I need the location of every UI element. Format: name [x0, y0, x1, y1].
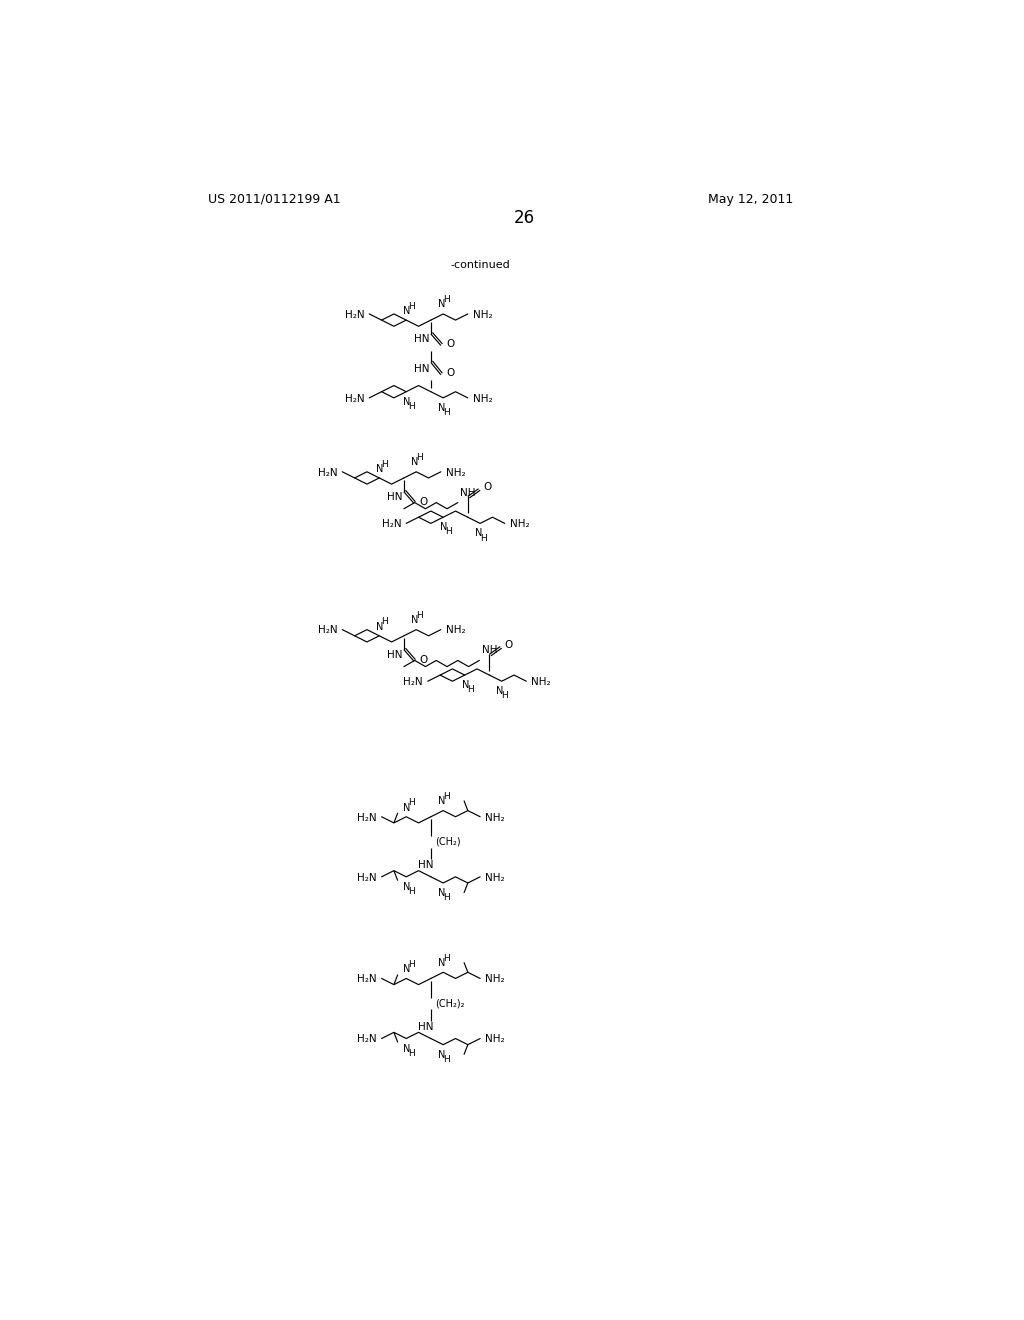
Text: H₂N: H₂N — [403, 677, 423, 686]
Text: H: H — [409, 799, 415, 808]
Text: O: O — [419, 496, 428, 507]
Text: H₂N: H₂N — [357, 873, 377, 883]
Text: N: N — [438, 796, 445, 807]
Text: (CH₂): (CH₂) — [435, 837, 461, 846]
Text: 26: 26 — [514, 210, 536, 227]
Text: N: N — [411, 457, 419, 467]
Text: HN: HN — [387, 492, 402, 502]
Text: HN: HN — [418, 1022, 433, 1032]
Text: H: H — [443, 954, 450, 962]
Text: NH₂: NH₂ — [485, 974, 505, 985]
Text: N: N — [462, 680, 469, 690]
Text: NH₂: NH₂ — [485, 1035, 505, 1044]
Text: May 12, 2011: May 12, 2011 — [708, 193, 794, 206]
Text: HN: HN — [418, 861, 433, 870]
Text: N: N — [497, 686, 504, 696]
Text: HN: HN — [414, 334, 429, 345]
Text: N: N — [438, 298, 445, 309]
Text: N: N — [377, 463, 384, 474]
Text: H: H — [502, 692, 508, 701]
Text: NH₂: NH₂ — [445, 626, 465, 635]
Text: -continued: -continued — [451, 260, 510, 269]
Text: O: O — [446, 339, 455, 348]
Text: N: N — [403, 1044, 411, 1053]
Text: H₂N: H₂N — [382, 519, 401, 529]
Text: N: N — [403, 803, 411, 813]
Text: H: H — [443, 792, 450, 801]
Text: NH₂: NH₂ — [485, 813, 505, 822]
Text: N: N — [403, 882, 411, 892]
Text: H: H — [443, 408, 450, 417]
Text: O: O — [446, 368, 455, 379]
Text: H: H — [409, 1048, 415, 1057]
Text: NH₂: NH₂ — [485, 873, 505, 883]
Text: N: N — [403, 306, 411, 315]
Text: N: N — [475, 528, 482, 539]
Text: N: N — [438, 403, 445, 413]
Text: H: H — [445, 528, 452, 536]
Text: HN: HN — [414, 363, 429, 374]
Text: H: H — [409, 401, 415, 411]
Text: H₂N: H₂N — [317, 467, 338, 478]
Text: N: N — [403, 397, 411, 407]
Text: H: H — [416, 611, 423, 619]
Text: H₂N: H₂N — [357, 974, 377, 985]
Text: O: O — [419, 655, 428, 665]
Text: N: N — [403, 964, 411, 974]
Text: H₂N: H₂N — [357, 813, 377, 822]
Text: H: H — [443, 894, 450, 902]
Text: H₂N: H₂N — [345, 310, 365, 319]
Text: H: H — [443, 1055, 450, 1064]
Text: H: H — [409, 887, 415, 896]
Text: H: H — [381, 618, 388, 627]
Text: N: N — [411, 615, 419, 624]
Text: H: H — [409, 302, 415, 310]
Text: H: H — [480, 533, 486, 543]
Text: NH₂: NH₂ — [445, 467, 465, 478]
Text: O: O — [483, 482, 492, 492]
Text: NH₂: NH₂ — [473, 310, 493, 319]
Text: H₂N: H₂N — [357, 1035, 377, 1044]
Text: NH₂: NH₂ — [473, 393, 493, 404]
Text: H₂N: H₂N — [317, 626, 338, 635]
Text: NH₂: NH₂ — [531, 677, 551, 686]
Text: HN: HN — [387, 649, 402, 660]
Text: N: N — [377, 622, 384, 631]
Text: H: H — [416, 453, 423, 462]
Text: NH₂: NH₂ — [510, 519, 529, 529]
Text: N: N — [438, 1049, 445, 1060]
Text: (CH₂)₂: (CH₂)₂ — [435, 998, 464, 1008]
Text: H₂N: H₂N — [345, 393, 365, 404]
Text: N: N — [440, 523, 447, 532]
Text: N: N — [438, 958, 445, 968]
Text: NH: NH — [460, 487, 475, 498]
Text: H: H — [467, 685, 473, 694]
Text: NH: NH — [481, 645, 498, 656]
Text: H: H — [409, 960, 415, 969]
Text: H: H — [443, 294, 450, 304]
Text: O: O — [505, 640, 513, 649]
Text: H: H — [381, 459, 388, 469]
Text: US 2011/0112199 A1: US 2011/0112199 A1 — [208, 193, 340, 206]
Text: N: N — [438, 888, 445, 898]
